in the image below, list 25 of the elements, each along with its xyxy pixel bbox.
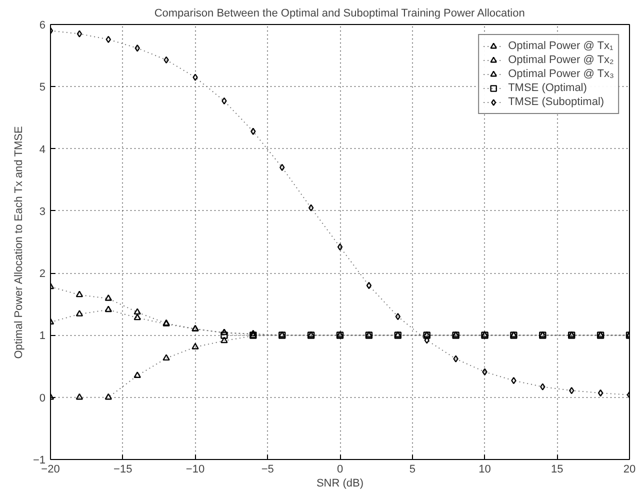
x-axis-title: SNR (dB) <box>316 478 364 490</box>
legend-label: TMSE (Suboptimal) <box>508 95 604 109</box>
legend-label: Optimal Power @ Tx₁ <box>508 39 614 53</box>
y-tick-label: 6 <box>39 20 46 32</box>
x-tick-label: 0 <box>336 464 344 476</box>
y-tick-label: 4 <box>39 144 46 156</box>
x-tick-label: −15 <box>114 464 132 476</box>
y-tick-label: −1 <box>32 454 46 466</box>
x-tick-label: 15 <box>551 464 564 476</box>
x-tick-label: −20 <box>41 464 60 476</box>
x-tick-label: 10 <box>478 464 491 476</box>
y-tick-label: 3 <box>39 206 46 218</box>
y-tick-label: 2 <box>39 268 46 280</box>
legend-label: Optimal Power @ Tx₃ <box>508 67 614 81</box>
legend-label: Optimal Power @ Tx₂ <box>508 53 614 67</box>
x-tick-label: 20 <box>623 464 636 476</box>
x-tick-label: 5 <box>409 464 416 476</box>
legend-label: TMSE (Optimal) <box>508 81 587 95</box>
y-tick-label: 5 <box>39 82 46 94</box>
y-tick-label: 0 <box>39 392 46 404</box>
y-axis-title: Optimal Power Allocation to Each Tx and TMSE <box>12 126 25 359</box>
y-tick-label: 1 <box>39 330 46 342</box>
x-tick-label: −10 <box>186 464 205 476</box>
x-tick-label: −5 <box>261 464 274 476</box>
chart-title: Comparison Between the Optimal and Suboptimal Training Power Allocation <box>154 8 525 20</box>
